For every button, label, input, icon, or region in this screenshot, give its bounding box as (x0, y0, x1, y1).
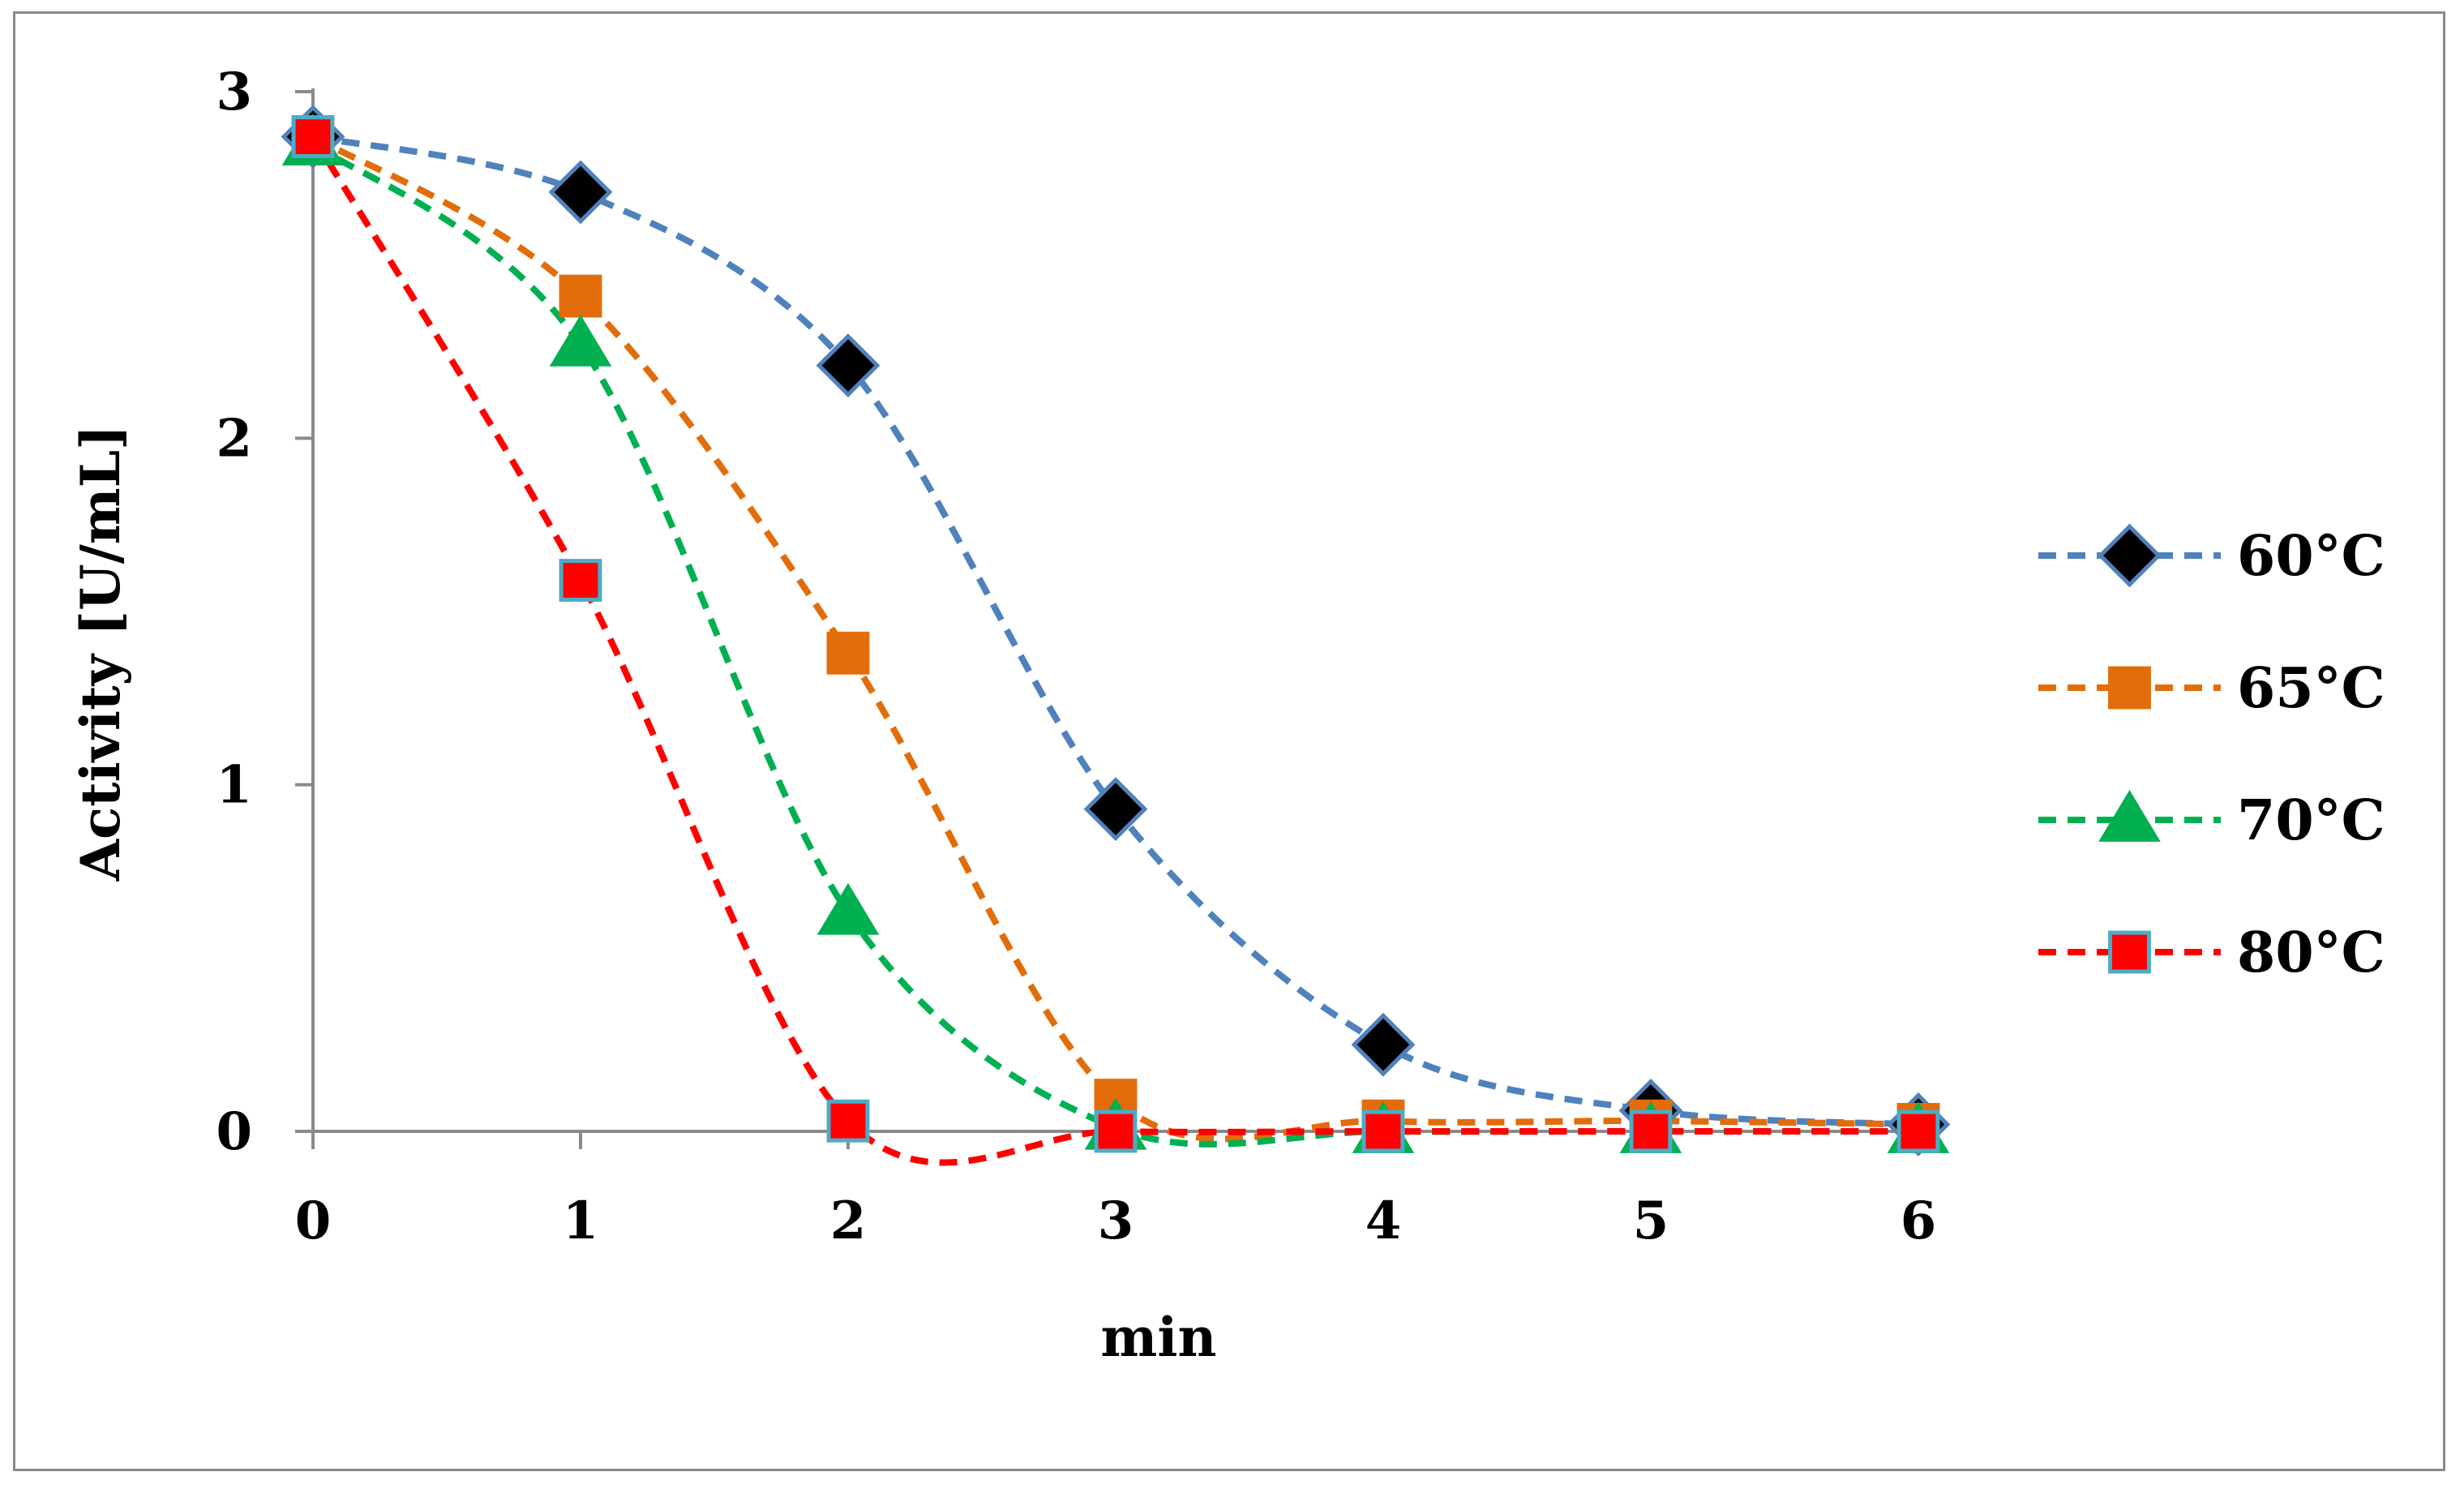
data-point-60°C-2 (816, 333, 881, 398)
x-tick-label-4: 4 (1365, 1191, 1402, 1251)
legend-label: 70°C (2237, 788, 2385, 853)
y-tick-label-3: 3 (216, 62, 252, 122)
y-tick-label-2: 2 (216, 408, 252, 469)
data-point-80°C-3 (1094, 1109, 1138, 1153)
legend-item-70°C: 70°C (2038, 788, 2385, 853)
x-tick-label-5: 5 (1633, 1191, 1669, 1251)
data-point-80°C-6 (1896, 1109, 1940, 1153)
axes-layer: 0 1 2 3 0 1 2 3 4 5 6 (216, 62, 1936, 1251)
legend-item-60°C: 60°C (2038, 523, 2385, 589)
legend: 60°C 65°C 70°C 80°C (2038, 523, 2385, 985)
y-tick-label-1: 1 (216, 755, 252, 816)
series-line-60°C (312, 133, 1919, 1128)
x-tick-label-3: 3 (1098, 1191, 1134, 1251)
series-line-70°C (311, 140, 1918, 1148)
data-point-80°C-5 (1629, 1109, 1673, 1153)
legend-item-80°C: 80°C (2038, 920, 2385, 985)
data-point-80°C-1 (559, 559, 602, 602)
data-point-65°C-1 (559, 274, 602, 318)
data-point-65°C-2 (826, 631, 870, 675)
y-tick-label-0: 0 (216, 1101, 252, 1162)
legend-marker (2108, 666, 2151, 710)
x-tick-label-0: 0 (295, 1191, 332, 1251)
data-point-60°C-3 (1083, 777, 1148, 841)
lines-layer (310, 133, 1919, 1166)
data-point-80°C-2 (826, 1099, 870, 1143)
data-point-70°C-2 (816, 882, 880, 935)
series-line-65°C (311, 134, 1919, 1143)
labels-layer: min Activity [U/mL] (69, 425, 1216, 1369)
markers-layer (281, 105, 1951, 1156)
legend-marker (2098, 789, 2161, 842)
data-point-60°C-4 (1351, 1012, 1416, 1077)
legend-label: 60°C (2237, 524, 2385, 589)
legend-marker (2098, 523, 2162, 588)
data-point-80°C-0 (291, 115, 335, 158)
x-tick-label-6: 6 (1900, 1191, 1937, 1251)
legend-item-65°C: 65°C (2038, 656, 2385, 721)
series-line-80°C (310, 135, 1918, 1166)
x-tick-label-1: 1 (563, 1191, 599, 1251)
legend-label: 65°C (2237, 656, 2385, 721)
x-tick-label-2: 2 (830, 1191, 867, 1251)
data-point-70°C-1 (549, 314, 612, 367)
data-point-80°C-4 (1361, 1109, 1405, 1153)
chart-svg: 0 1 2 3 0 1 2 3 4 5 6 min Activity [U/mL] 60°C 65°C… (69, 62, 2385, 1369)
y-axis-title: Activity [U/mL] (69, 425, 132, 882)
legend-label: 80°C (2237, 920, 2385, 985)
x-axis-title: min (1101, 1306, 1217, 1369)
chart-frame: 0 1 2 3 0 1 2 3 4 5 6 min Activity [U/mL] 60°C 65°C… (13, 11, 2445, 1471)
data-point-60°C-1 (548, 160, 613, 225)
legend-marker (2108, 930, 2151, 974)
